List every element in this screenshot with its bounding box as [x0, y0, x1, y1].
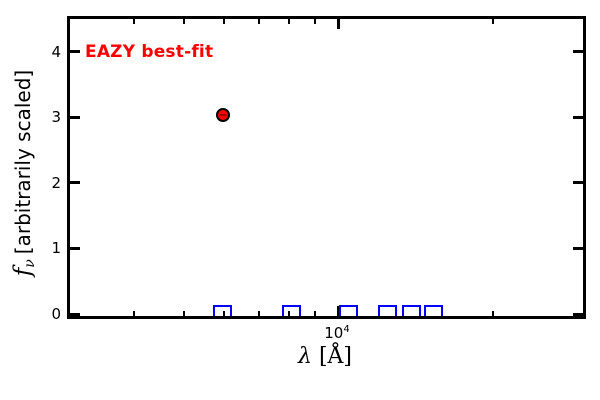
y-axis-label-text: [arbitrarily scaled]	[11, 69, 35, 255]
y-major-tick	[70, 181, 80, 185]
annotation-eazy-best-fit: EAZY best-fit	[85, 42, 214, 62]
x-minor-tick	[287, 311, 290, 316]
x-minor-tick	[313, 311, 316, 316]
y-major-tick	[70, 312, 80, 316]
x-major-tick	[336, 306, 340, 316]
y-major-tick	[573, 115, 583, 119]
y-major-tick	[573, 246, 583, 250]
y-tick-label: 0	[51, 305, 61, 324]
x-minor-tick	[257, 311, 260, 316]
lambda-symbol: λ	[297, 344, 312, 369]
model-square-marker	[402, 304, 422, 316]
x-minor-tick	[491, 311, 494, 316]
fnu-symbol: f	[10, 267, 36, 277]
x-minor-tick	[182, 19, 185, 24]
model-square-marker	[378, 304, 398, 316]
x-minor-tick	[223, 311, 226, 316]
plot-box	[67, 16, 586, 319]
y-major-tick	[573, 50, 583, 54]
model-square-marker	[423, 304, 443, 316]
y-tick-label: 2	[51, 173, 61, 192]
x-minor-tick	[491, 19, 494, 24]
x-axis-label: λ [Å]	[255, 344, 395, 369]
x-tick-base: 10	[324, 324, 344, 342]
y-tick-label: 1	[51, 239, 61, 258]
y-major-tick	[573, 181, 583, 185]
observed-point-marker	[215, 108, 230, 123]
x-tick-exponent: 4	[343, 324, 350, 335]
model-square-marker	[339, 304, 359, 316]
y-tick-label: 4	[51, 42, 61, 61]
x-major-tick-label: 104	[307, 324, 367, 342]
y-major-tick	[70, 246, 80, 250]
model-square-marker	[213, 304, 233, 316]
y-major-tick	[70, 115, 80, 119]
x-minor-tick	[133, 19, 136, 24]
x-minor-tick	[223, 19, 226, 24]
x-minor-tick	[182, 311, 185, 316]
model-square-marker	[281, 304, 301, 316]
x-minor-tick	[287, 19, 290, 24]
nu-subscript: ν	[22, 259, 38, 268]
x-minor-tick	[313, 19, 316, 24]
y-tick-label: 3	[51, 108, 61, 127]
x-minor-tick	[257, 19, 260, 24]
y-major-tick	[573, 312, 583, 316]
x-axis-unit: [Å]	[318, 344, 352, 369]
x-minor-tick	[133, 311, 136, 316]
x-major-tick	[336, 19, 340, 29]
plot-area	[70, 19, 583, 316]
y-major-tick	[70, 50, 80, 54]
